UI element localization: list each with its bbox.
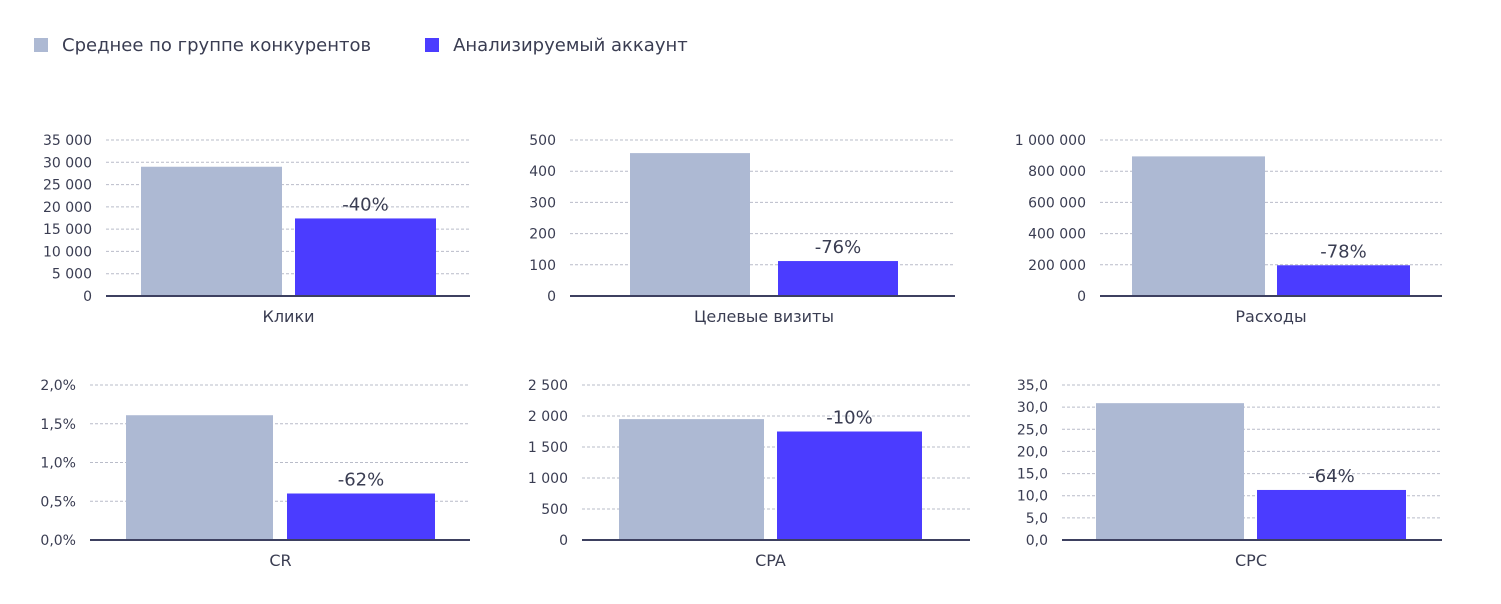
bar-account <box>777 431 922 540</box>
y-tick-label: 600 000 <box>1028 195 1086 211</box>
bar-competitors <box>126 415 273 540</box>
y-tick-label: 500 <box>529 133 556 149</box>
chart-cr: 0,0% 0,5% 1,0% 1,5% 2,0% -62% CR <box>40 378 470 570</box>
y-tick-label: 5 000 <box>52 267 92 283</box>
bar-competitors <box>619 419 764 540</box>
y-tick-label: 0,0% <box>40 533 76 549</box>
y-tick-label: 500 <box>541 502 568 518</box>
category-label: Клики <box>262 307 314 326</box>
bar-account <box>295 218 436 296</box>
y-tick-label: 10 000 <box>43 244 92 260</box>
bar-account <box>287 493 435 540</box>
legend-item-competitors: Среднее по группе конкурентов <box>34 35 371 56</box>
bar-account <box>778 261 898 296</box>
legend-item-account: Анализируемый аккаунт <box>425 35 688 56</box>
y-tick-label: 30,0 <box>1017 400 1048 416</box>
category-label: CR <box>269 551 291 570</box>
bar-competitors <box>630 153 750 296</box>
y-tick-label: 15 000 <box>43 222 92 238</box>
category-label: CPA <box>755 551 786 570</box>
change-annotation: -62% <box>338 470 385 491</box>
y-tick-label: 0 <box>559 533 568 549</box>
y-tick-label: 25,0 <box>1017 422 1048 438</box>
y-tick-label: 1 000 <box>528 471 568 487</box>
y-tick-label: 1,0% <box>40 456 76 472</box>
legend: Среднее по группе конкурентов Анализируе… <box>34 32 742 58</box>
category-label: Расходы <box>1235 307 1306 326</box>
chart-target-visits: 0 100 200 300 400 500 -76% Целевые визиты <box>529 133 955 326</box>
change-annotation: -76% <box>815 237 862 258</box>
y-tick-label: 1 500 <box>528 440 568 456</box>
y-tick-label: 0,0 <box>1026 533 1048 549</box>
y-tick-label: 1,5% <box>40 417 76 433</box>
y-tick-label: 300 <box>529 195 556 211</box>
chart-expenses: 0 200 000 400 000 600 000 800 000 1 000 000 -7… <box>1015 133 1442 326</box>
bar-account <box>1257 489 1406 540</box>
y-tick-label: 20,0 <box>1017 444 1048 460</box>
change-annotation: -78% <box>1320 241 1367 262</box>
change-annotation: -40% <box>342 194 389 215</box>
legend-label-account: Анализируемый аккаунт <box>453 34 688 56</box>
y-tick-label: 200 <box>529 227 556 243</box>
y-tick-label: 0 <box>547 289 556 305</box>
bar-competitors <box>1132 156 1265 296</box>
y-tick-label: 100 <box>529 258 556 274</box>
y-tick-label: 35,0 <box>1017 378 1048 394</box>
y-tick-label: 5,0 <box>1026 511 1048 527</box>
category-label: CPC <box>1235 551 1267 570</box>
legend-label-competitors: Среднее по группе конкурентов <box>62 34 372 56</box>
bar-competitors <box>141 166 282 296</box>
y-tick-label: 2 000 <box>528 409 568 425</box>
y-tick-label: 1 000 000 <box>1015 133 1086 149</box>
y-tick-label: 2,0% <box>40 378 76 394</box>
y-tick-label: 400 <box>529 164 556 180</box>
y-tick-label: 400 000 <box>1028 227 1086 243</box>
y-tick-label: 2 500 <box>528 378 568 394</box>
legend-swatch-competitors <box>34 38 48 52</box>
legend-swatch-account <box>425 38 440 52</box>
y-tick-label: 25 000 <box>43 178 92 194</box>
chart-cpa: 0 500 1 000 1 500 2 000 2 500 -10% CPA <box>528 378 970 570</box>
category-label: Целевые визиты <box>694 307 834 326</box>
change-annotation: -64% <box>1308 466 1355 487</box>
chart-cpc: 0,0 5,0 10,0 15,0 20,0 25,0 30,0 35,0 -64% CPC <box>1017 378 1442 570</box>
y-tick-label: 15,0 <box>1017 467 1048 483</box>
y-tick-label: 0 <box>1077 289 1086 305</box>
y-tick-label: 20 000 <box>43 200 92 216</box>
y-tick-label: 10,0 <box>1017 489 1048 505</box>
bar-competitors <box>1096 403 1244 540</box>
chart-clicks: 0 5 000 10 000 15 000 20 000 25 000 30 000 35 0… <box>43 133 470 326</box>
y-tick-label: 35 000 <box>43 133 92 149</box>
y-tick-label: 0,5% <box>40 494 76 510</box>
bar-account <box>1277 265 1410 296</box>
y-tick-label: 200 000 <box>1028 258 1086 274</box>
y-tick-label: 0 <box>83 289 92 305</box>
change-annotation: -10% <box>826 408 873 429</box>
y-tick-label: 800 000 <box>1028 164 1086 180</box>
y-tick-label: 30 000 <box>43 155 92 171</box>
